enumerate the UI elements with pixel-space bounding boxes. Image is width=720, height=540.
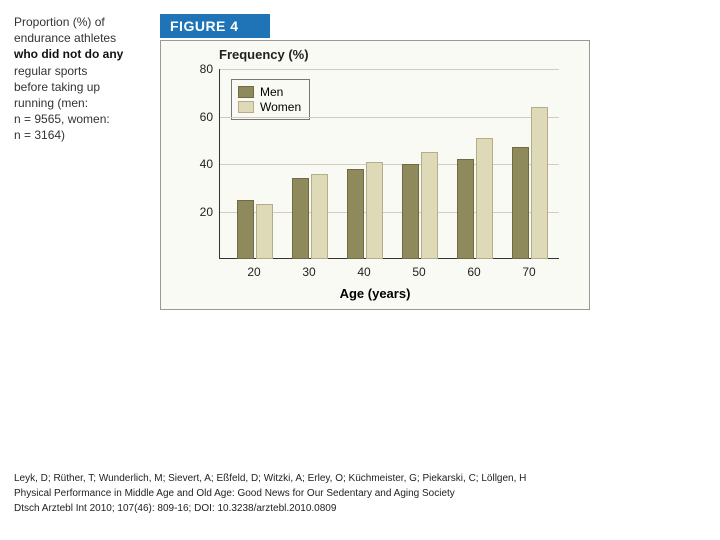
citation-journal: Dtsch Arztebl Int 2010; 107(46): 809-16;… xyxy=(14,501,704,516)
y-tick-label: 80 xyxy=(189,62,213,76)
x-tick-label: 70 xyxy=(522,265,535,279)
bar-men xyxy=(402,164,419,259)
legend: Men Women xyxy=(231,79,310,120)
figure-label: FIGURE 4 xyxy=(160,14,270,38)
bar-men xyxy=(292,178,309,259)
y-tick-label: 20 xyxy=(189,205,213,219)
citation-block: Leyk, D; Rüther, T; Wunderlich, M; Sieve… xyxy=(14,471,704,516)
citation-title: Physical Performance in Middle Age and O… xyxy=(14,486,704,501)
bar-men xyxy=(347,169,364,259)
x-tick-label: 60 xyxy=(467,265,480,279)
x-tick-label: 20 xyxy=(247,265,260,279)
bar-women xyxy=(421,152,438,259)
bar-men xyxy=(512,147,529,259)
x-tick-label: 30 xyxy=(302,265,315,279)
page-root: Proportion (%) of endurance athletes who… xyxy=(0,0,720,540)
legend-label-men: Men xyxy=(260,85,283,99)
citation-authors: Leyk, D; Rüther, T; Wunderlich, M; Sieve… xyxy=(14,471,704,486)
caption-text: Proportion (%) of xyxy=(14,15,105,29)
grid-line xyxy=(219,164,559,165)
chart-y-title: Frequency (%) xyxy=(219,47,309,62)
legend-item-women: Women xyxy=(238,100,301,114)
x-tick-label: 50 xyxy=(412,265,425,279)
figure-caption: Proportion (%) of endurance athletes who… xyxy=(14,14,154,144)
caption-text: running (men: xyxy=(14,96,88,110)
legend-label-women: Women xyxy=(260,100,301,114)
caption-text: n = 3164) xyxy=(14,128,65,142)
bar-women xyxy=(256,204,273,259)
legend-swatch-women xyxy=(238,101,254,113)
bar-women xyxy=(476,138,493,259)
y-tick-label: 40 xyxy=(189,157,213,171)
bar-men xyxy=(237,200,254,259)
caption-text: endurance athletes xyxy=(14,31,116,45)
figure-panel: FIGURE 4 Frequency (%) Men Women 2040608… xyxy=(160,14,590,310)
x-axis-label: Age (years) xyxy=(161,286,589,301)
y-axis xyxy=(219,69,220,259)
bar-women xyxy=(531,107,548,259)
y-tick-label: 60 xyxy=(189,110,213,124)
x-tick-label: 40 xyxy=(357,265,370,279)
legend-item-men: Men xyxy=(238,85,301,99)
grid-line xyxy=(219,117,559,118)
plot-area: Men Women 20406080203040506070 xyxy=(219,69,559,259)
legend-swatch-men xyxy=(238,86,254,98)
chart-box: Frequency (%) Men Women 2040608020304050… xyxy=(160,40,590,310)
caption-bold: who did not do any xyxy=(14,47,123,61)
bar-women xyxy=(311,174,328,260)
bar-women xyxy=(366,162,383,259)
caption-text: regular sports xyxy=(14,64,87,78)
grid-line xyxy=(219,69,559,70)
caption-text: n = 9565, women: xyxy=(14,112,110,126)
caption-text: before taking up xyxy=(14,80,100,94)
bar-men xyxy=(457,159,474,259)
